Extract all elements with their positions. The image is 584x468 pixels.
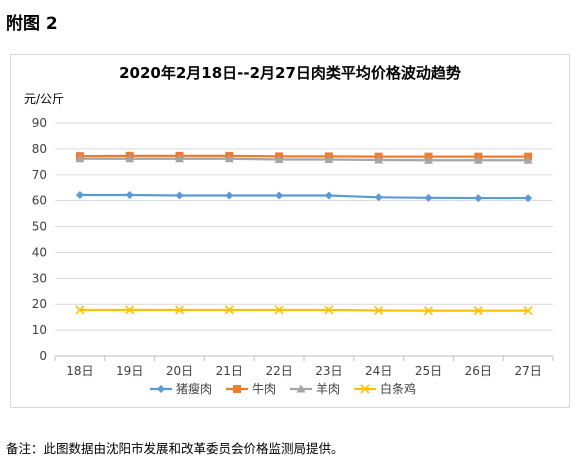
data-point <box>125 305 135 315</box>
data-point <box>125 154 135 163</box>
data-point <box>274 305 284 315</box>
data-point <box>424 155 433 164</box>
y-tick-label: 60 <box>32 194 47 208</box>
gridlines <box>55 122 553 331</box>
legend-label: 牛肉 <box>252 381 276 396</box>
data-point <box>324 305 334 315</box>
legend-swatch-marker <box>360 384 370 394</box>
x-tick-label: 25日 <box>415 364 442 378</box>
x-tick-label: 24日 <box>365 364 392 378</box>
x-tick-label: 23日 <box>315 364 342 378</box>
legend-label: 羊肉 <box>316 381 340 396</box>
data-point <box>175 191 184 200</box>
y-tick-label: 40 <box>32 245 47 259</box>
x-tick-label: 19日 <box>116 364 143 378</box>
y-tick-label: 80 <box>32 142 47 156</box>
data-point <box>224 305 234 315</box>
data-point <box>374 305 384 316</box>
data-point <box>473 155 483 164</box>
chart-frame: 2020年2月18日--2月27日肉类平均价格波动趋势 元/公斤 0 10 20 30… <box>10 54 570 408</box>
legend-entry: 白条鸡 <box>354 381 416 396</box>
data-point <box>523 306 533 316</box>
data-point <box>424 193 433 202</box>
x-tick-label: 22日 <box>265 364 292 378</box>
y-tick-label: 30 <box>32 271 47 285</box>
legend-label: 猪瘦肉 <box>176 381 212 396</box>
legend-swatch-marker <box>233 385 241 393</box>
y-tick-label: 0 <box>39 349 47 363</box>
data-point <box>374 193 383 202</box>
footnote: 备注：此图数据由沈阳市发展和改革委员会价格监测局提供。 <box>6 441 344 456</box>
x-tick-label: 26日 <box>465 364 492 378</box>
legend-entry: 猪瘦肉 <box>150 381 212 396</box>
y-tick-label: 50 <box>32 220 47 234</box>
chart-title: 2020年2月18日--2月27日肉类平均价格波动趋势 <box>119 64 461 82</box>
series-line <box>79 308 529 312</box>
data-point <box>524 194 533 203</box>
series-3 <box>75 154 533 164</box>
data-point <box>175 154 184 163</box>
x-tick-label: 27日 <box>514 364 541 378</box>
series-line <box>79 157 529 162</box>
data-point <box>474 194 483 203</box>
x-tick-label: 18日 <box>66 364 93 378</box>
y-tick-label: 20 <box>32 297 47 311</box>
y-tick-label: 10 <box>32 323 47 337</box>
legend-swatch-marker <box>296 384 306 393</box>
y-tick-label: 70 <box>32 168 47 182</box>
series-line <box>79 154 529 158</box>
data-point <box>75 154 85 163</box>
price-trend-chart: 2020年2月18日--2月27日肉类平均价格波动趋势 元/公斤 0 10 20 30… <box>24 64 554 396</box>
legend-swatch-marker <box>157 385 165 393</box>
page-heading: 附图 2 <box>6 14 58 34</box>
data-point <box>274 155 284 164</box>
data-point <box>174 305 185 315</box>
data-point <box>75 305 85 315</box>
series-line <box>79 193 529 200</box>
legend-entry: 牛肉 <box>226 381 276 396</box>
data-point <box>374 155 384 164</box>
legend-entry: 羊肉 <box>290 381 340 396</box>
x-tick-label: 20日 <box>166 364 193 378</box>
data-point <box>324 191 333 200</box>
y-tick-label: 90 <box>32 116 47 130</box>
y-axis-unit-label: 元/公斤 <box>24 92 64 106</box>
data-point <box>473 306 483 316</box>
axes: 0 10 20 30 40 50 60 70 80 90 18日 19日 20日 21日 22日 23日 24日… <box>32 116 554 378</box>
series-1 <box>75 190 533 203</box>
x-tick-label: 21日 <box>216 364 243 378</box>
legend-label: 白条鸡 <box>380 381 416 396</box>
legend: 猪瘦肉 牛肉 羊肉 白条鸡 <box>150 381 416 396</box>
series-4 <box>75 305 533 316</box>
data-point <box>225 191 234 200</box>
data-point <box>423 306 434 316</box>
data-point <box>523 155 533 164</box>
data-point <box>75 190 84 199</box>
data-point <box>324 155 334 164</box>
data-point <box>224 154 234 163</box>
data-point <box>125 190 134 199</box>
data-point <box>275 191 284 200</box>
series-lines <box>75 151 533 316</box>
